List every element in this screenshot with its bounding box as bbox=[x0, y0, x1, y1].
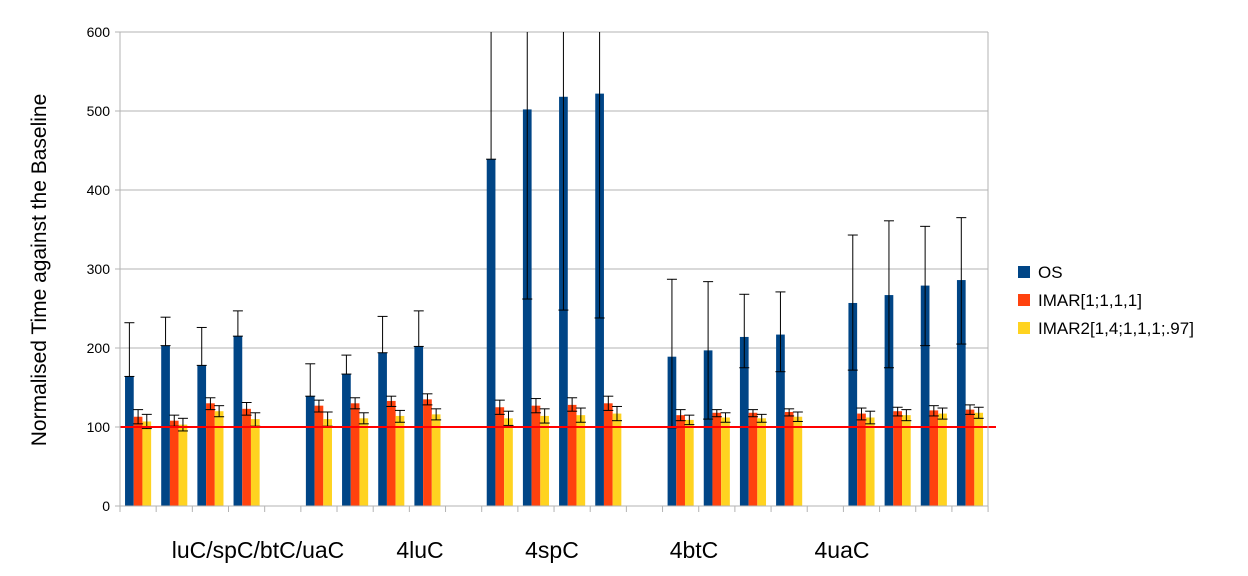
bar-imar2 bbox=[721, 417, 730, 506]
bar-imar2 bbox=[504, 418, 513, 506]
bar-imar2 bbox=[576, 415, 586, 506]
bar-os bbox=[776, 334, 785, 506]
y-tick-labels: 0 100 200 300 400 500 600 bbox=[87, 24, 111, 514]
legend-swatch bbox=[1018, 266, 1030, 278]
bar-imar bbox=[676, 415, 685, 506]
bar-os bbox=[739, 336, 749, 506]
bar-imar bbox=[495, 407, 505, 506]
bar-imar2 bbox=[612, 413, 622, 506]
bar-imar bbox=[206, 403, 215, 506]
legend-label: OS bbox=[1038, 263, 1063, 282]
bar-imar2 bbox=[250, 419, 260, 506]
legend: OS IMAR[1;1,1,1] IMAR2[1,4;1,1,1;.97] bbox=[1018, 263, 1194, 338]
bar-os bbox=[956, 280, 966, 506]
bar-imar2 bbox=[214, 411, 224, 506]
axes bbox=[115, 31, 989, 512]
y-tick-label: 500 bbox=[87, 103, 111, 119]
y-tick-label: 0 bbox=[102, 498, 110, 514]
legend-label: IMAR2[1,4;1,1,1;.97] bbox=[1038, 319, 1194, 338]
bars bbox=[125, 93, 984, 507]
bar-imar2 bbox=[142, 421, 152, 506]
bar-imar bbox=[531, 405, 541, 506]
legend-swatch bbox=[1018, 322, 1030, 334]
group-label: 4uaC bbox=[815, 537, 870, 563]
y-axis-label: Normalised Time against the Baseline bbox=[28, 94, 51, 447]
bar-imar bbox=[712, 412, 722, 506]
legend-label: IMAR[1;1,1,1] bbox=[1038, 291, 1142, 310]
bar-os bbox=[161, 345, 170, 506]
bar-imar2 bbox=[359, 418, 369, 506]
bar-os bbox=[125, 376, 134, 506]
bar-os bbox=[342, 374, 351, 506]
bar-imar bbox=[423, 399, 432, 506]
bar-imar bbox=[386, 400, 396, 506]
bar-imar bbox=[603, 403, 613, 506]
group-label: 4luC bbox=[396, 537, 443, 563]
bar-os bbox=[378, 352, 387, 506]
bar-os bbox=[848, 302, 858, 506]
error-bars bbox=[124, 32, 984, 432]
bar-imar2 bbox=[865, 417, 875, 506]
bar-imar bbox=[169, 420, 179, 506]
bar-imar bbox=[133, 416, 143, 506]
bar-os bbox=[920, 285, 930, 506]
bar-os bbox=[197, 365, 207, 506]
bar-imar bbox=[893, 411, 903, 506]
bar-os bbox=[305, 396, 315, 506]
group-label: luC/spC/btC/uaC bbox=[172, 537, 345, 563]
y-tick-label: 300 bbox=[87, 261, 111, 277]
bar-imar bbox=[857, 413, 866, 506]
y-tick-label: 400 bbox=[87, 182, 111, 198]
y-tick-label: 200 bbox=[87, 340, 111, 356]
bar-imar bbox=[567, 404, 577, 506]
group-label: 4spC bbox=[525, 537, 579, 563]
bar-imar2 bbox=[395, 415, 405, 506]
bar-imar2 bbox=[974, 412, 984, 506]
bar-imar2 bbox=[431, 414, 441, 506]
y-tick-label: 100 bbox=[87, 419, 111, 435]
bar-imar bbox=[929, 410, 939, 506]
bar-os bbox=[667, 356, 677, 506]
bar-imar bbox=[965, 409, 975, 506]
bar-imar2 bbox=[902, 415, 911, 506]
bar-imar bbox=[784, 411, 794, 506]
bar-imar2 bbox=[684, 419, 694, 506]
bar-os bbox=[703, 350, 713, 506]
bar-os bbox=[522, 109, 532, 507]
bar-imar bbox=[350, 403, 360, 506]
bar-imar bbox=[748, 412, 758, 506]
x-group-labels: luC/spC/btC/uaC 4luC 4spC 4btC 4uaC bbox=[172, 537, 870, 563]
bar-imar2 bbox=[540, 415, 550, 506]
group-label: 4btC bbox=[670, 537, 719, 563]
bar-os bbox=[233, 336, 243, 506]
bar-imar2 bbox=[323, 419, 332, 506]
bar-imar2 bbox=[757, 418, 767, 506]
y-tick-label: 600 bbox=[87, 24, 111, 40]
bar-os bbox=[884, 295, 894, 506]
bar-imar bbox=[242, 408, 251, 506]
bar-os bbox=[486, 159, 496, 506]
bar-imar2 bbox=[178, 424, 188, 506]
bar-imar bbox=[314, 405, 324, 506]
bar-imar2 bbox=[938, 413, 947, 506]
legend-swatch bbox=[1018, 294, 1030, 306]
bar-imar2 bbox=[793, 416, 803, 506]
